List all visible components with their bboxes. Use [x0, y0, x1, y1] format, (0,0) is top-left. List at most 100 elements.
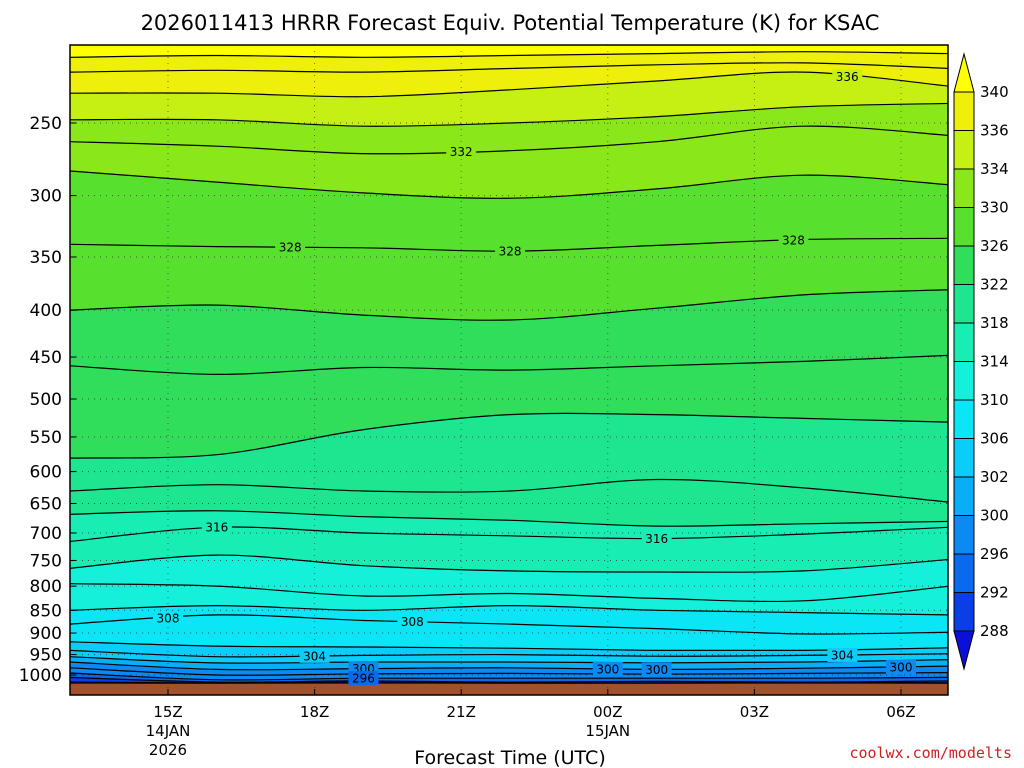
- contour-label-bg: [886, 659, 916, 674]
- contour-label-text: 328: [499, 245, 522, 259]
- contour-label-bg: [778, 232, 809, 247]
- x-tick-label: 15Z: [153, 703, 182, 721]
- contour-label-bg: [275, 240, 306, 255]
- ground-fill: [70, 684, 948, 695]
- credit-text: coolwx.com/modelts: [849, 744, 1012, 762]
- contour-line-334: [70, 102, 948, 127]
- contour-line-314: [70, 554, 948, 573]
- colorbar-swatch: [953, 476, 975, 516]
- colorbar-tick-label: 326: [980, 237, 1009, 255]
- colorbar-swatch: [953, 553, 975, 593]
- contour-label-304: 304: [827, 647, 858, 662]
- colorbar-swatch: [953, 245, 975, 285]
- contour-label-text: 316: [205, 521, 228, 535]
- y-tick-label: 400: [30, 301, 62, 321]
- contour-label-text: 300: [645, 663, 668, 677]
- contour-lines: [70, 51, 948, 684]
- colorbar-tick-label: 292: [980, 584, 1009, 602]
- colorbar-swatch: [953, 399, 975, 439]
- contour-line-322: [70, 412, 948, 459]
- colorbar-swatch: [953, 592, 975, 632]
- x-tick-year: 2026: [149, 741, 187, 759]
- contour-label-300: 300: [886, 659, 916, 674]
- colorbar-extend-top: [953, 52, 975, 93]
- colorbar-tick-label: 302: [980, 468, 1009, 486]
- contour-line-324: [70, 354, 948, 376]
- colorbar-tick-label: 330: [980, 199, 1009, 217]
- contour-label-304: 304: [299, 648, 330, 663]
- contour-label-text: 308: [401, 615, 424, 629]
- y-tick-label: 500: [30, 390, 62, 410]
- y-tick-label: 950: [30, 646, 62, 666]
- contour-label-text: 336: [836, 70, 859, 84]
- contour-line-308: [70, 614, 948, 635]
- y-tick-label: 800: [30, 577, 62, 597]
- contour-label-text: 328: [782, 233, 805, 247]
- colorbar-swatch: [953, 130, 975, 170]
- contour-line-338: [70, 62, 948, 73]
- y-tick-label: 650: [30, 494, 62, 514]
- colorbar-swatch: [953, 91, 975, 131]
- colorbar-tick-label: 288: [980, 622, 1009, 640]
- theta-e-filled-contours: [70, 45, 948, 695]
- colorbar-tick-label: 340: [980, 83, 1009, 101]
- plot-frame: [69, 44, 949, 696]
- contour-label-text: 300: [890, 660, 913, 674]
- contour-line-302: [70, 656, 948, 664]
- colorbar-swatch: [953, 515, 975, 555]
- y-axis: 250 300 350 400 450 500 550 600 650 700 750 800 850 9…: [19, 114, 76, 686]
- colorbar-tick-label: 334: [980, 160, 1009, 178]
- contour-label-text: 332: [450, 145, 473, 159]
- contour-line-300: [70, 661, 948, 671]
- contour-label-bg: [641, 662, 672, 677]
- contour-label-328: 328: [495, 244, 526, 259]
- colorbar-swatch: [953, 438, 975, 478]
- contour-line-320: [70, 478, 948, 503]
- x-tick-label: 06Z: [886, 703, 915, 721]
- contour-label-296: 296: [348, 671, 379, 686]
- y-tick-label: 850: [30, 601, 62, 621]
- contour-label-bg: [592, 661, 623, 676]
- colorbar-tick-label: 300: [980, 507, 1009, 525]
- contour-label-bg: [348, 671, 379, 686]
- contour-label-text: 304: [303, 649, 326, 663]
- contour-line-310: [70, 604, 948, 616]
- contour-label-bg: [641, 531, 672, 546]
- y-tick-label: 250: [30, 114, 62, 134]
- x-tick-label: 21Z: [447, 703, 476, 721]
- y-tick-label: 300: [30, 187, 62, 207]
- contour-label-328: 328: [778, 232, 809, 247]
- y-tick-label: 550: [30, 428, 62, 448]
- x-tick-label: 03Z: [740, 703, 769, 721]
- contour-line-326: [70, 289, 948, 321]
- contour-label-text: 316: [645, 532, 668, 546]
- contour-label-text: 300: [596, 662, 619, 676]
- contour-label-bg: [201, 520, 232, 535]
- contour-label-bg: [495, 244, 526, 259]
- ground-surface: [70, 684, 948, 695]
- contour-label-308: 308: [397, 614, 428, 629]
- contour-line-304: [70, 649, 948, 658]
- contour-label-bg: [446, 144, 477, 159]
- x-tick-date: 15JAN: [585, 722, 630, 740]
- contour-line-298: [70, 667, 948, 676]
- contour-label-text: 328: [279, 241, 302, 255]
- contour-label-bg: [832, 69, 863, 84]
- contour-line-296: [70, 672, 948, 681]
- colorbar-swatch: [953, 322, 975, 362]
- colorbar-extend-bottom: [953, 630, 975, 671]
- x-tick-date: 14JAN: [146, 722, 191, 740]
- contour-label-300: 300: [641, 662, 672, 677]
- contour-labels: 336 332 328 328 328 316 316 308 308 304 304 300 300 3…: [153, 69, 916, 686]
- x-tick-label: 00Z: [593, 703, 622, 721]
- x-tick-label: 18Z: [300, 703, 329, 721]
- contour-label-316: 316: [641, 531, 672, 546]
- contour-label-text: 308: [157, 612, 180, 626]
- contour-line-318: [70, 510, 948, 527]
- contour-label-bg: [153, 611, 183, 626]
- colorbar: 288 292 296 300 302 306 310 314 318 322 326 330 334 3…: [953, 52, 1009, 671]
- colorbar-swatch: [953, 361, 975, 401]
- y-tick-label: 700: [30, 524, 62, 544]
- contour-label-bg: [827, 647, 858, 662]
